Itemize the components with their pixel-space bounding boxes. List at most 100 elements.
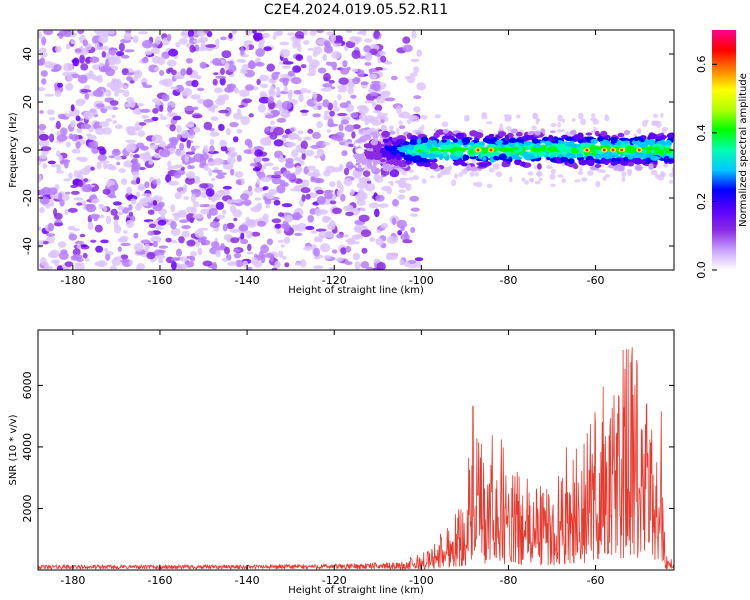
heatmap-cell	[112, 201, 122, 206]
heatmap-cell	[535, 118, 539, 125]
heatmap-cell	[444, 169, 451, 176]
heatmap-cell	[265, 192, 275, 200]
heatmap-cell	[331, 51, 341, 59]
heatmap-cell	[139, 122, 147, 126]
heatmap-cell	[576, 153, 584, 158]
heatmap-cell	[88, 141, 95, 149]
heatmap-cell	[486, 121, 493, 125]
heatmap-cell	[236, 128, 243, 134]
heatmap-cell	[666, 132, 674, 140]
heatmap-cell	[556, 144, 565, 152]
heatmap-cell	[109, 194, 117, 199]
heatmap-cell	[185, 151, 195, 155]
heatmap-cell	[152, 241, 158, 248]
heatmap-cell	[253, 146, 264, 152]
heatmap-cell	[488, 167, 495, 173]
heatmap-cell	[356, 181, 368, 189]
heatmap-cell	[43, 30, 54, 36]
heatmap-cell	[482, 137, 490, 143]
heatmap-cell	[593, 145, 600, 150]
heatmap-cell	[95, 245, 103, 253]
heatmap-cell	[525, 141, 534, 145]
heatmap-cell	[254, 61, 265, 67]
heatmap-cell	[581, 177, 588, 182]
heatmap-cell	[147, 209, 155, 215]
heatmap-cell	[179, 190, 185, 195]
heatmap-cell	[68, 233, 78, 241]
heatmap-cell	[49, 133, 55, 143]
heatmap-cell	[96, 74, 103, 83]
heatmap-cell	[87, 221, 94, 231]
heatmap-cell	[181, 230, 190, 238]
heatmap-cell	[363, 45, 371, 53]
heatmap-cell	[285, 161, 294, 169]
heatmap-cell	[343, 234, 349, 238]
heatmap-cell	[151, 134, 163, 144]
heatmap-cell	[120, 54, 130, 59]
heatmap-cell	[205, 188, 215, 197]
heatmap-cell	[159, 70, 165, 76]
heatmap-cell	[226, 199, 233, 205]
heatmap-cell	[211, 169, 223, 173]
heatmap-hotspot	[620, 148, 624, 152]
heatmap-cell	[303, 136, 312, 141]
heatmap-cell	[84, 257, 90, 262]
heatmap-cell	[410, 227, 416, 233]
heatmap-cell	[546, 165, 553, 170]
heatmap-cell	[41, 78, 47, 85]
heatmap-cell	[484, 115, 488, 120]
heatmap-cell	[221, 50, 232, 59]
heatmap-cell	[383, 164, 394, 168]
heatmap-cell	[126, 96, 135, 104]
heatmap-cell	[221, 94, 230, 101]
heatmap-cell	[176, 125, 182, 133]
heatmap-cell	[493, 155, 499, 161]
heatmap-cell	[338, 123, 344, 132]
heatmap-cell	[576, 146, 584, 151]
heatmap-cell	[285, 173, 297, 181]
heatmap-cell	[61, 30, 72, 38]
heatmap-cell	[413, 106, 421, 113]
heatmap-cell	[38, 133, 50, 141]
heatmap-cell	[278, 212, 284, 218]
heatmap-cell	[126, 127, 136, 136]
heatmap-cell	[300, 64, 307, 69]
heatmap-cell	[39, 110, 44, 114]
heatmap-cell	[273, 139, 284, 147]
heatmap-cell	[669, 179, 673, 184]
heatmap-cell	[108, 30, 115, 35]
heatmap-cell	[123, 230, 128, 234]
heatmap-cell	[594, 153, 604, 159]
heatmap-cell	[330, 61, 338, 68]
heatmap-cell	[441, 139, 448, 143]
heatmap-cell	[279, 179, 286, 187]
heatmap-cell	[190, 94, 201, 100]
heatmap-cell	[287, 92, 293, 100]
heatmap-cell	[434, 114, 441, 119]
heatmap-cell	[252, 167, 261, 172]
heatmap-cell	[78, 181, 84, 188]
heatmap-cell	[418, 152, 429, 159]
heatmap-cell	[323, 40, 331, 48]
heatmap-cell	[250, 206, 262, 213]
heatmap-cell	[403, 154, 414, 161]
heatmap-cell	[391, 75, 398, 81]
heatmap-cell	[550, 122, 557, 128]
heatmap-cell	[370, 139, 379, 146]
heatmap-cell	[40, 146, 52, 152]
heatmap-cell	[99, 148, 107, 155]
heatmap-cell	[497, 131, 507, 137]
heatmap-cell	[167, 104, 173, 113]
heatmap-cell	[310, 176, 315, 183]
heatmap-cell	[459, 147, 465, 152]
heatmap-cell	[229, 121, 239, 128]
heatmap-cell	[561, 118, 566, 123]
heatmap-cell	[246, 230, 253, 239]
heatmap-cell	[161, 94, 170, 102]
heatmap-cell	[91, 198, 98, 204]
heatmap-cell	[360, 261, 369, 269]
heatmap-cell	[44, 93, 55, 97]
top-y-axis-label: Frequency (Hz)	[8, 112, 19, 188]
heatmap-cell	[199, 61, 207, 69]
heatmap-cell	[305, 225, 315, 231]
